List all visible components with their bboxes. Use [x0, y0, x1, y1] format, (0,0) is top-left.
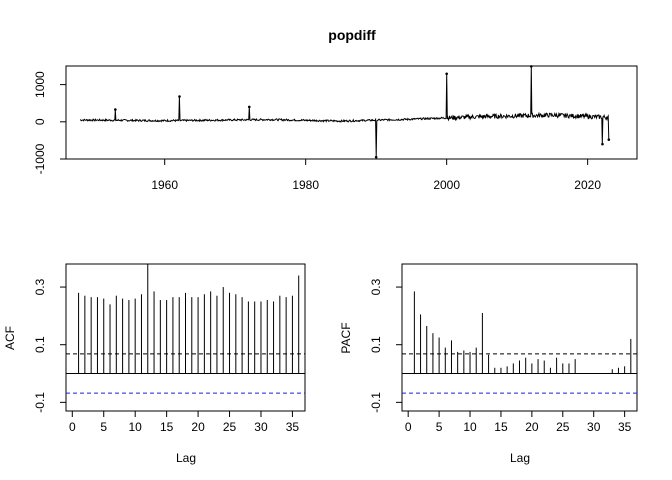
x-tick-label: 30 [254, 420, 268, 434]
x-tick-label: 10 [463, 420, 477, 434]
y-tick-label: 1000 [33, 71, 47, 98]
x-tick-label: 30 [587, 420, 601, 434]
spike-point [529, 65, 533, 68]
y-tick-label: -0.1 [369, 392, 383, 413]
spike-point [445, 72, 448, 76]
x-tick-label: 35 [618, 420, 632, 434]
x-tick-label: 1960 [151, 178, 178, 192]
x-tick-label: 1980 [292, 178, 319, 192]
x-axis: 1960 1980 2000 2020 [151, 159, 601, 192]
time-series-panel: popdiff 1960 1980 2000 2020 -1000 0 1000 [33, 27, 638, 192]
plot-frame [65, 65, 638, 160]
x-tick-label: 0 [405, 420, 412, 434]
spike-point [178, 95, 181, 98]
bars-area [66, 264, 305, 394]
x-axis: 0 5 10 15 20 25 30 35 [69, 411, 299, 434]
x-tick-label: 0 [69, 420, 76, 434]
y-tick-label: -1000 [33, 143, 47, 174]
x-tick-label: 20 [525, 420, 539, 434]
x-tick-label: 15 [160, 420, 174, 434]
y-axis-label: PACF [339, 322, 353, 353]
series-area [79, 65, 611, 159]
plot-frame [401, 263, 638, 412]
y-tick-label: 0 [33, 118, 47, 125]
spike-point [247, 105, 251, 109]
acf-panel: Lag ACF 0 5 10 15 20 25 30 35 -0.1 0.1 0.3 [3, 263, 306, 465]
x-tick-label: 15 [494, 420, 508, 434]
y-tick-label: 0.1 [33, 336, 47, 353]
y-tick-label: -0.1 [33, 392, 47, 413]
y-tick-label: 0.3 [33, 278, 47, 295]
spike-point [607, 138, 611, 141]
pacf-panel: Lag PACF 0 5 10 15 20 25 30 35 -0.1 0.1 0.3 [339, 263, 638, 465]
x-tick-label: 5 [100, 420, 107, 434]
x-axis: 0 5 10 15 20 25 30 35 [405, 411, 632, 434]
y-tick-label: 0.1 [369, 336, 383, 353]
chart-title: popdiff [328, 27, 376, 43]
spike-point [601, 142, 604, 146]
x-axis-label: Lag [510, 451, 530, 465]
x-tick-label: 20 [191, 420, 205, 434]
y-axis: -0.1 0.1 0.3 [33, 278, 66, 413]
x-tick-label: 25 [223, 420, 237, 434]
y-tick-label: 0.3 [369, 278, 383, 295]
x-tick-label: 5 [436, 420, 443, 434]
x-tick-label: 25 [556, 420, 570, 434]
y-axis-label: ACF [3, 326, 17, 350]
x-axis-label: Lag [176, 451, 196, 465]
x-tick-label: 35 [286, 420, 300, 434]
plot-frame [65, 263, 306, 412]
y-axis: -1000 0 1000 [33, 71, 66, 174]
series-line [79, 66, 610, 158]
x-tick-label: 2020 [574, 178, 601, 192]
spike-point [374, 155, 378, 159]
y-axis: -0.1 0.1 0.3 [369, 278, 402, 413]
bars-area [402, 291, 637, 394]
x-tick-label: 10 [129, 420, 143, 434]
spike-point [114, 108, 117, 111]
x-tick-label: 2000 [433, 178, 460, 192]
